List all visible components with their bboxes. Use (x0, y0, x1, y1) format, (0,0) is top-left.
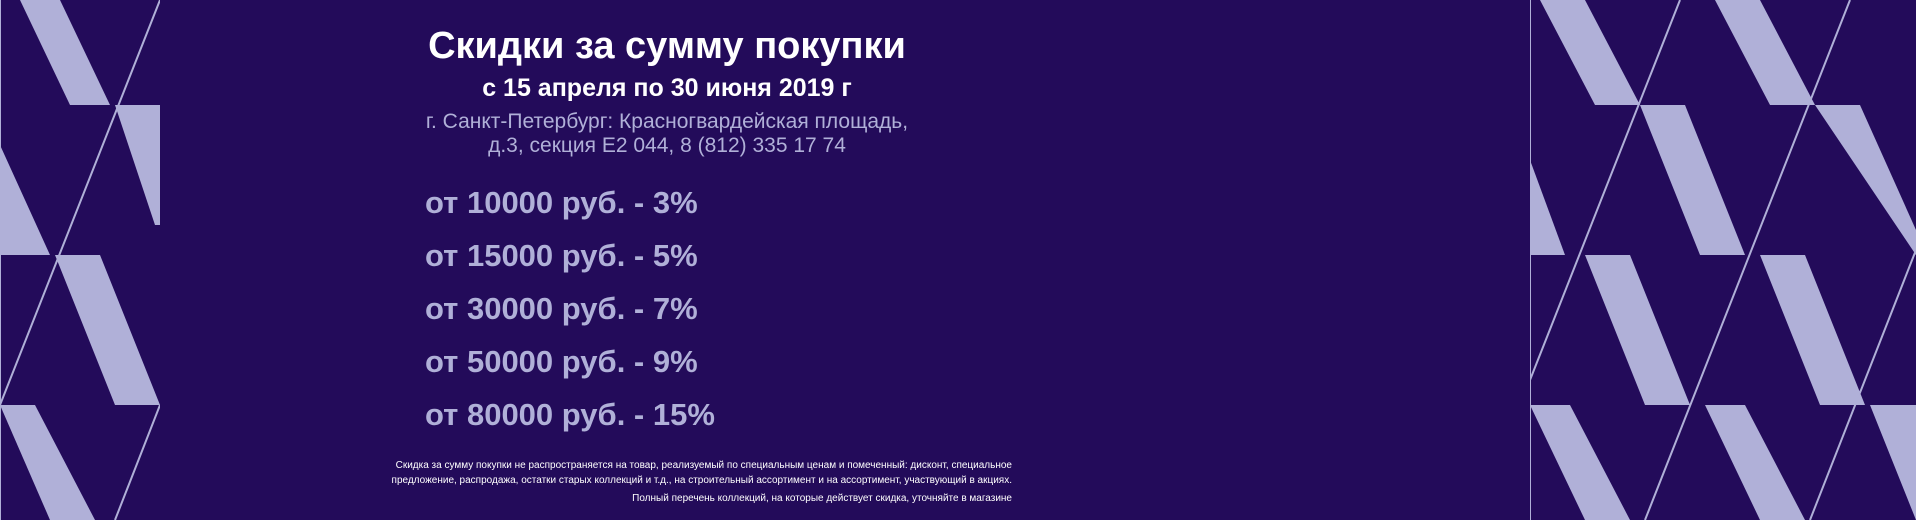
discount-tier: от 50000 руб. - 9% (425, 344, 698, 379)
discount-tier: от 30000 руб. - 7% (425, 291, 698, 326)
disclaimer-line-1: Скидка за сумму покупки не распространяе… (395, 460, 1012, 471)
discount-tier: от 15000 руб. - 5% (425, 238, 698, 273)
disclaimer: Скидка за сумму покупки не распространяе… (330, 458, 1012, 506)
promo-dates: с 15 апреля по 30 июня 2019 г (482, 74, 852, 102)
main-content: Скидки за сумму покупки с 15 апреля по 3… (310, 24, 1024, 441)
store-address: г. Санкт-Петербург: Красногвардейская пл… (310, 110, 1024, 158)
discount-tier: от 10000 руб. - 3% (425, 185, 698, 220)
banner-title: Скидки за сумму покупки (428, 25, 906, 67)
disclaimer-line-2: предложение, распродажа, остатки старых … (391, 475, 1012, 486)
right-geometric-pattern-icon (1530, 0, 1916, 520)
disclaimer-line-3: Полный перечень коллекций, на которые де… (632, 493, 1012, 504)
left-geometric-pattern-icon (0, 0, 160, 520)
discount-tiers-list: от 10000 руб. - 3% от 15000 руб. - 5% от… (210, 176, 1024, 441)
address-line-2: д.3, секция Е2 044, 8 (812) 335 17 74 (488, 134, 846, 157)
discount-tier: от 80000 руб. - 15% (425, 397, 715, 432)
address-line-1: г. Санкт-Петербург: Красногвардейская пл… (425, 110, 909, 133)
